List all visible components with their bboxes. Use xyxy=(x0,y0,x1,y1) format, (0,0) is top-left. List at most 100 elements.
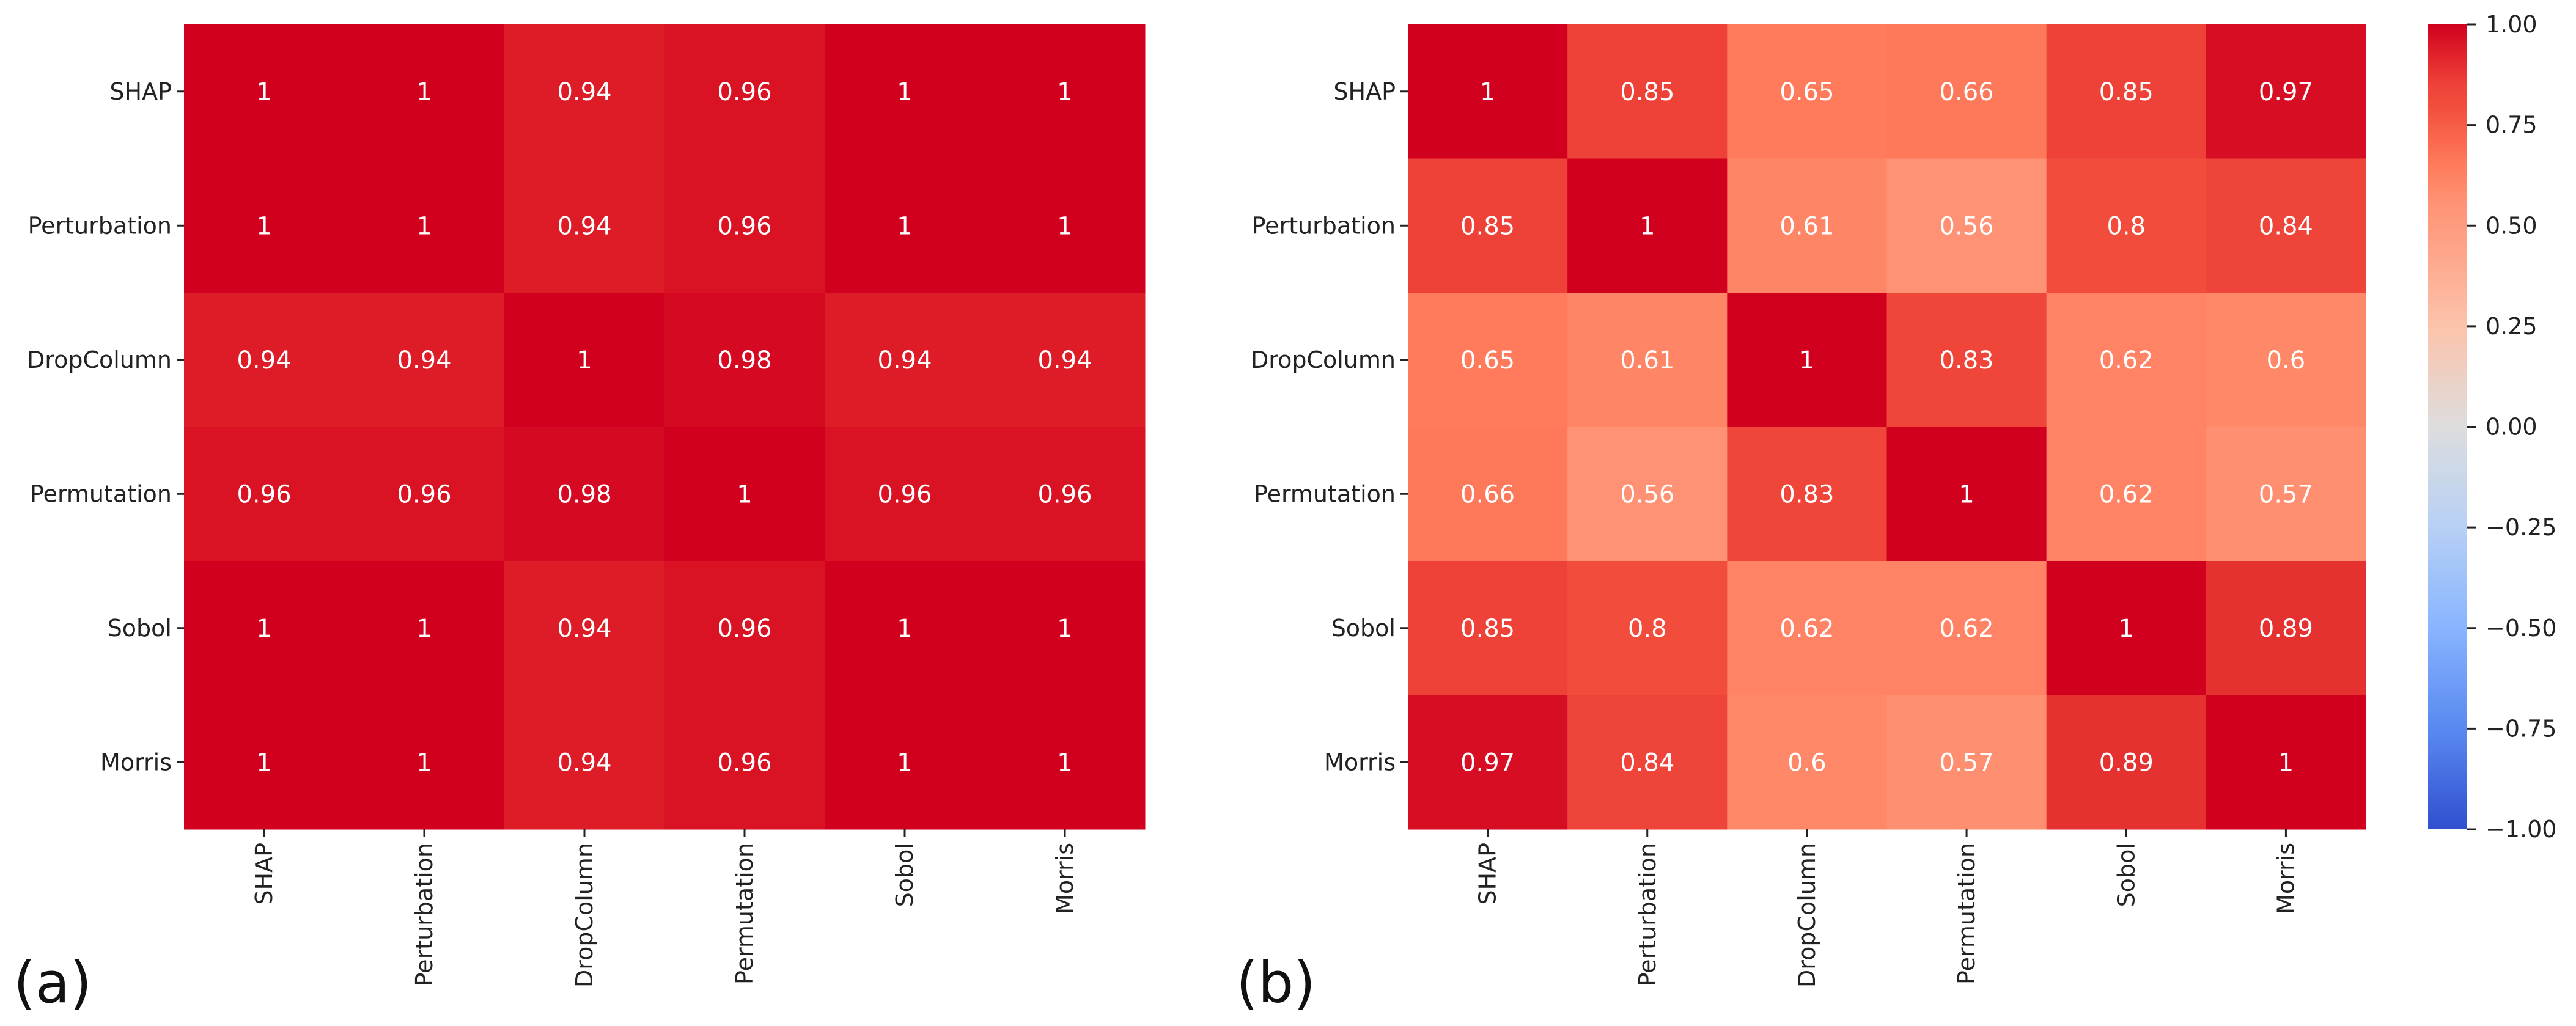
cell-annotation: 0.94 xyxy=(877,346,932,375)
heatmap-cell xyxy=(344,158,505,293)
cell-annotation: 0.96 xyxy=(237,480,291,508)
cell-annotation: 1 xyxy=(897,212,912,240)
heatmap-cell xyxy=(2206,695,2366,830)
heatmap-cell xyxy=(985,427,1146,562)
x-tick-label: Sobol xyxy=(2113,843,2140,907)
cell-annotation: 1 xyxy=(897,615,912,643)
cell-annotation: 0.98 xyxy=(557,480,611,508)
heatmap-cell xyxy=(1727,158,1887,293)
heatmap-cell xyxy=(1886,24,2047,159)
cell-annotation: 0.83 xyxy=(1940,346,1994,375)
cell-annotation: 0.94 xyxy=(397,346,451,375)
cell-annotation: 0.57 xyxy=(2259,480,2313,508)
heatmap-cell xyxy=(184,24,345,159)
cell-annotation: 0.6 xyxy=(2267,346,2306,375)
cell-annotation: 0.85 xyxy=(2099,78,2154,106)
heatmap-cell xyxy=(2046,293,2207,427)
heatmap-cell xyxy=(184,293,345,427)
cell-annotation: 1 xyxy=(576,346,592,375)
heatmap-cell xyxy=(1727,293,1887,427)
cell-annotation: 1 xyxy=(416,749,432,777)
cell-annotation: 0.85 xyxy=(1620,78,1674,106)
heatmap-cell xyxy=(1408,695,1568,830)
colorbar-tick-label: 0.25 xyxy=(2486,313,2537,340)
cell-annotation: 0.85 xyxy=(1460,615,1515,643)
y-tick-label: Morris xyxy=(1324,749,1396,775)
heatmap-cell xyxy=(1567,158,1728,293)
x-tick-label: Permutation xyxy=(731,843,758,984)
cell-annotation: 1 xyxy=(1057,749,1072,777)
cell-annotation: 0.89 xyxy=(2259,615,2313,643)
x-tick-label: SHAP xyxy=(251,843,278,905)
heatmap-cell xyxy=(1408,427,1568,562)
cell-annotation: 1 xyxy=(1959,480,1974,508)
heatmap-cell xyxy=(2046,695,2207,830)
heatmap-panel-b: 1 0.85 0.65 0.66 0.85 0.970.85 1 0.61 0.56 0.8 0.8… xyxy=(1236,24,2366,1016)
heatmap-cell xyxy=(504,427,665,562)
heatmap-cell xyxy=(1408,158,1568,293)
heatmap-cell xyxy=(2046,24,2207,159)
cell-annotation: 0.83 xyxy=(1779,480,1834,508)
y-tick-label: Perturbation xyxy=(1252,212,1396,239)
cell-annotation: 0.94 xyxy=(557,615,611,643)
heatmap-cell xyxy=(1727,561,1887,695)
cell-annotation: 0.56 xyxy=(1620,480,1674,508)
y-tick-label: Morris xyxy=(100,749,172,775)
cell-annotation: 0.94 xyxy=(557,212,611,240)
cell-annotation: 0.56 xyxy=(1940,212,1994,240)
x-tick-label: Morris xyxy=(2272,843,2299,914)
heatmap-cell xyxy=(184,561,345,695)
heatmap-cell xyxy=(1408,24,1568,159)
heatmap-cell xyxy=(2206,561,2366,695)
x-tick-label: Perturbation xyxy=(1634,843,1661,986)
heatmap-cell xyxy=(1886,695,2047,830)
heatmap-cell xyxy=(1408,561,1568,695)
heatmap-cell xyxy=(344,427,505,562)
heatmap-cell xyxy=(825,158,985,293)
colorbar-tick-label: −0.25 xyxy=(2486,514,2556,541)
cell-annotation: 1 xyxy=(416,212,432,240)
heatmap-cell xyxy=(344,24,505,159)
cell-annotation: 1 xyxy=(2278,749,2294,777)
cell-annotation: 0.94 xyxy=(557,78,611,106)
x-tick-label: Permutation xyxy=(1953,843,1980,984)
colorbar-tick-label: 0.75 xyxy=(2486,112,2537,139)
heatmap-cell xyxy=(664,158,825,293)
heatmap-cell xyxy=(985,24,1146,159)
cell-annotation: 0.62 xyxy=(2099,346,2154,375)
cell-annotation: 0.96 xyxy=(397,480,451,508)
heatmap-cell xyxy=(344,561,505,695)
y-tick-label: Sobol xyxy=(108,615,172,642)
cell-annotation: 0.6 xyxy=(1787,749,1827,777)
heatmap-cell xyxy=(504,695,665,830)
colorbar-tick-label: −0.50 xyxy=(2486,615,2556,642)
heatmap-cell xyxy=(344,293,505,427)
heatmap-cell xyxy=(825,695,985,830)
cell-annotation: 1 xyxy=(897,78,912,106)
cell-annotation: 0.96 xyxy=(1037,480,1092,508)
heatmap-cell xyxy=(2046,427,2207,562)
heatmap-panel-a: 1 1 0.94 0.96 1 1 1 1 0.94 0.96 1 1 0.94 0.94 1 0.98 0.9… xyxy=(13,24,1146,1016)
cell-annotation: 1 xyxy=(1639,212,1655,240)
heatmap-cell xyxy=(344,695,505,830)
y-tick-label: Permutation xyxy=(30,480,172,507)
cell-annotation: 0.98 xyxy=(717,346,771,375)
heatmap-cell xyxy=(2046,561,2207,695)
x-tick-label: DropColumn xyxy=(1794,843,1820,988)
heatmap-cell xyxy=(2046,158,2207,293)
heatmap-cell xyxy=(825,427,985,562)
x-tick-label: Perturbation xyxy=(411,843,438,986)
cell-annotation: 0.96 xyxy=(717,78,771,106)
heatmap-cell xyxy=(2206,427,2366,562)
heatmap-cell xyxy=(985,158,1146,293)
cell-annotation: 1 xyxy=(1799,346,1814,375)
heatmap-cell xyxy=(184,427,345,562)
cell-annotation: 1 xyxy=(256,749,271,777)
heatmap-cell xyxy=(184,158,345,293)
cell-annotation: 0.65 xyxy=(1460,346,1515,375)
heatmap-cell xyxy=(1886,427,2047,562)
heatmap-cell xyxy=(184,695,345,830)
cell-annotation: 0.84 xyxy=(2259,212,2313,240)
